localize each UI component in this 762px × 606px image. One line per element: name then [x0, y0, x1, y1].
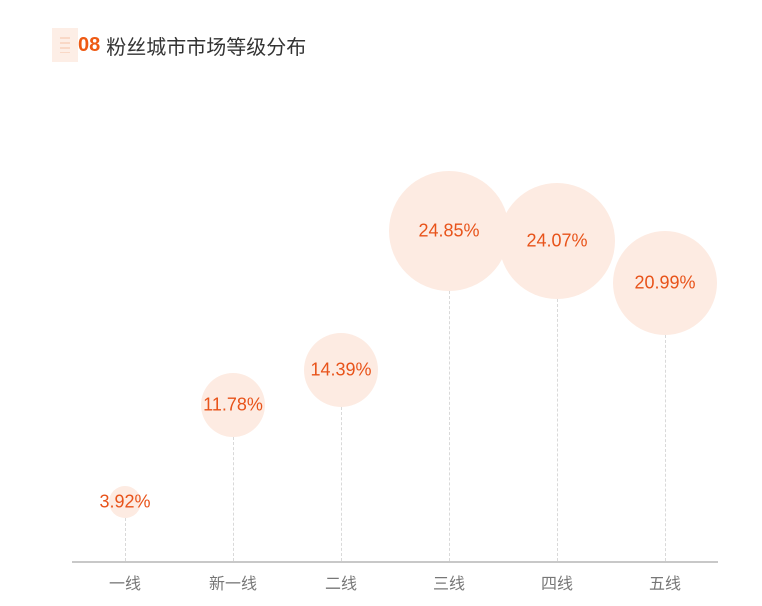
x-tick-label: 五线	[648, 576, 682, 593]
value-label: 24.07%	[526, 230, 588, 251]
x-tick-label: 二线	[324, 576, 358, 593]
stem-line	[233, 437, 234, 561]
x-axis-line	[72, 561, 718, 563]
stem-line	[557, 299, 558, 561]
x-tick-label: 四线	[540, 576, 574, 593]
bubble-1	[201, 373, 265, 437]
x-tick-label: 新一线	[208, 576, 258, 593]
value-label: 14.39%	[310, 359, 372, 380]
stem-line	[125, 518, 126, 561]
value-label: 20.99%	[634, 272, 696, 293]
bubble-2	[304, 333, 378, 407]
chart-title: 08 粉丝城市市场等级分布	[52, 28, 306, 62]
value-label: 3.92%	[99, 491, 151, 512]
stem-line	[665, 335, 666, 561]
value-label: 11.78%	[203, 394, 263, 415]
title-text: 粉丝城市市场等级分布	[106, 36, 307, 59]
bubble-0	[109, 486, 141, 518]
bubble-4	[499, 183, 615, 299]
x-tick-label: 一线	[108, 576, 142, 593]
value-label: 24.85%	[418, 220, 480, 241]
title-number: 08	[78, 33, 101, 56]
bubble-5	[613, 231, 717, 335]
stem-line	[341, 407, 342, 561]
x-tick-label: 三线	[432, 576, 466, 593]
bubble-3	[389, 171, 509, 291]
title-badge-icon	[52, 28, 78, 62]
stem-line	[449, 291, 450, 561]
